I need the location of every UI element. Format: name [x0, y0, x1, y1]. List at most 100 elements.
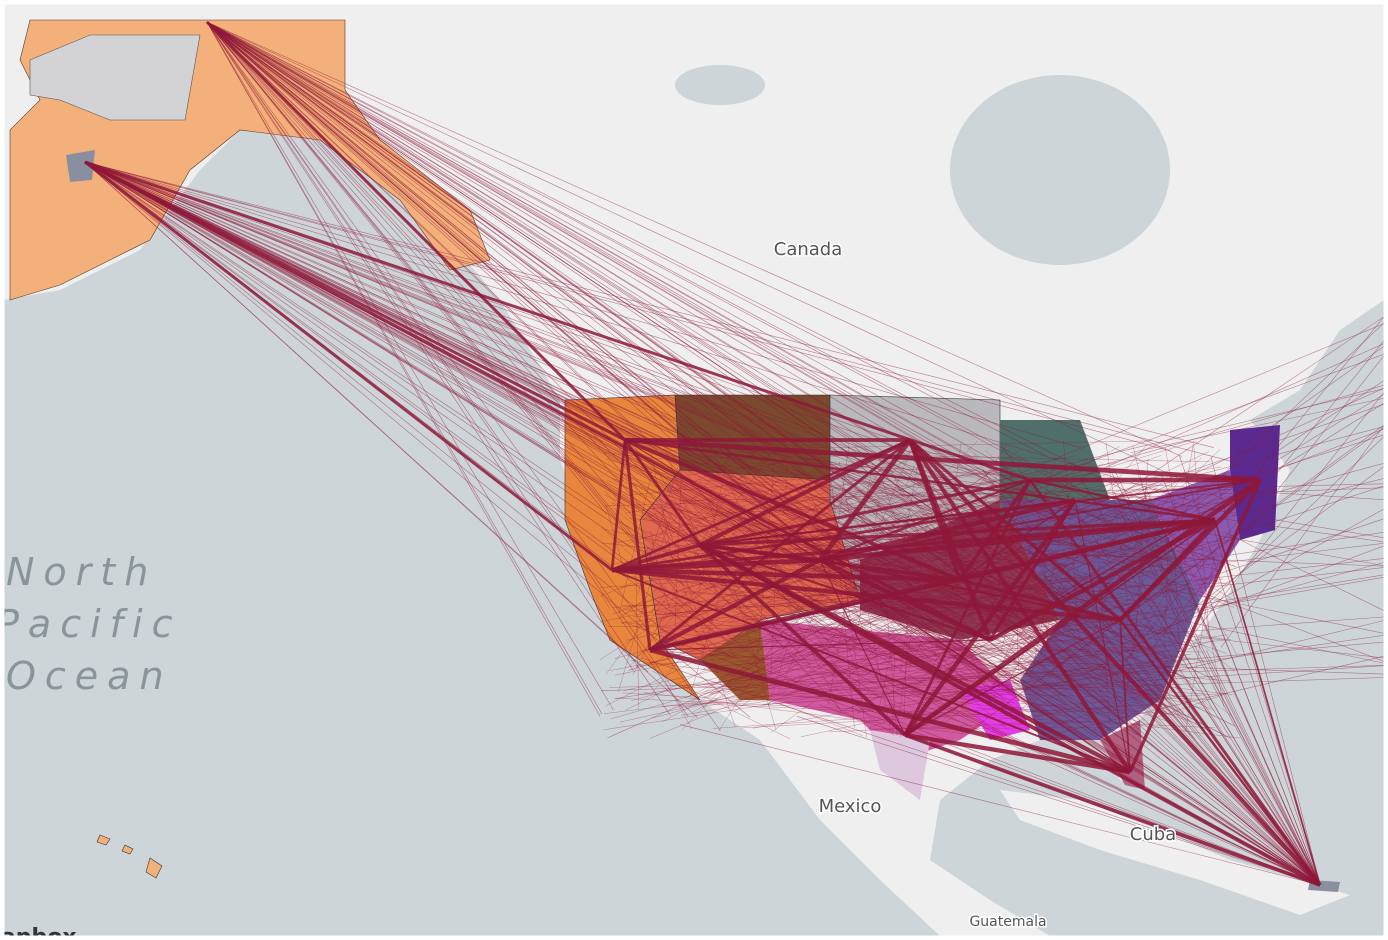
flow-line: [748, 591, 1076, 700]
flow-line: [904, 619, 1121, 736]
flow-line: [206, 21, 1054, 516]
flow-line: [970, 421, 1388, 731]
flow-line: [84, 161, 957, 585]
flow-line: [206, 21, 1202, 560]
flow-line: [651, 521, 794, 693]
flow-line: [755, 578, 837, 667]
flow-line: [206, 21, 638, 523]
flow-line: [84, 161, 1172, 452]
flow-line: [1220, 419, 1388, 648]
flow-line: [1055, 620, 1321, 886]
flow-line: [84, 161, 751, 718]
flow-line: [1002, 721, 1097, 726]
flow-line: [741, 703, 1164, 729]
flow-line: [206, 21, 959, 593]
flow-line: [206, 21, 1165, 511]
flow-line: [934, 530, 970, 653]
ocean-label: Ocean: [6, 654, 173, 698]
alaska-region: [29, 34, 201, 121]
flow-line: [944, 615, 1081, 724]
flow-line: [206, 21, 1005, 484]
flow-line: [1042, 685, 1168, 731]
flow-line: [959, 578, 1121, 622]
flow-line: [1119, 619, 1321, 886]
flow-line: [640, 444, 743, 558]
flow-line: [662, 600, 862, 723]
flow-line: [84, 161, 1085, 550]
flow-line: [692, 618, 859, 713]
flow-line: [84, 161, 1237, 463]
flow-line: [1020, 659, 1188, 691]
flow-line: [84, 161, 988, 724]
flow-line: [659, 628, 1321, 886]
flow-line: [696, 685, 841, 702]
flow-line: [603, 489, 646, 534]
flow-line: [1236, 343, 1388, 452]
flow-line: [811, 462, 1076, 627]
flow-line: [206, 21, 1047, 457]
flow-line: [995, 473, 1227, 609]
flow-line: [611, 557, 821, 573]
flow-line: [601, 526, 716, 635]
flow-line: [770, 535, 778, 677]
flow-line: [1045, 554, 1217, 642]
flow-line: [611, 502, 686, 538]
flow-line: [881, 667, 1036, 682]
flow-line: [907, 507, 1321, 886]
flow-line: [747, 690, 863, 736]
flow-line: [838, 652, 1004, 713]
flow-line: [819, 558, 1121, 622]
flow-line: [651, 609, 787, 639]
flow-line: [1080, 478, 1321, 886]
flow-line: [819, 559, 1131, 773]
flow-line: [84, 161, 1081, 449]
flow-line: [944, 517, 1388, 666]
flow-line: [649, 438, 911, 652]
flow-line: [206, 21, 721, 731]
flow-line: [818, 467, 1009, 503]
flow-line: [988, 499, 1077, 641]
flow-line: [601, 594, 610, 609]
flow-line: [874, 452, 1056, 684]
flow-line: [622, 692, 718, 699]
flow-line: [206, 21, 649, 441]
flow-line: [1048, 556, 1321, 886]
flow-line: [1071, 639, 1215, 690]
flow-line: [1134, 459, 1149, 649]
flow-line: [84, 161, 1168, 608]
flow-line: [1110, 471, 1321, 886]
flow-line: [986, 516, 1206, 570]
flow-line: [612, 507, 895, 736]
flow-line: [699, 499, 1076, 546]
flow-line: [654, 538, 1142, 709]
flow-line: [904, 733, 1321, 887]
flow-line: [84, 161, 1094, 724]
flow-line: [700, 597, 803, 662]
flow-line: [1203, 602, 1224, 707]
flow-line: [877, 656, 891, 713]
flow-line: [660, 440, 779, 592]
flow-line: [631, 590, 1042, 701]
flow-line: [599, 582, 632, 597]
flow-line: [84, 161, 1183, 645]
flow-line: [892, 638, 896, 734]
flow-line: [1034, 457, 1202, 614]
hawaii: [96, 834, 163, 879]
flow-line: [958, 478, 1032, 582]
flow-line: [206, 21, 930, 490]
flow-line: [206, 21, 1013, 614]
flow-line: [800, 681, 1058, 738]
flow-line: [84, 161, 1090, 567]
flow-line: [770, 633, 907, 733]
flow-line: [206, 21, 676, 587]
flow-line: [819, 479, 1031, 561]
flow-line: [1154, 350, 1388, 646]
flow-line: [205, 20, 627, 442]
flow-line: [698, 449, 730, 594]
flow-line: [686, 453, 859, 476]
ocean-label: North: [6, 550, 157, 594]
flow-line: [689, 551, 733, 696]
flow-line: [649, 647, 1131, 775]
flow-line: [84, 161, 684, 647]
flow-line: [718, 520, 1044, 681]
